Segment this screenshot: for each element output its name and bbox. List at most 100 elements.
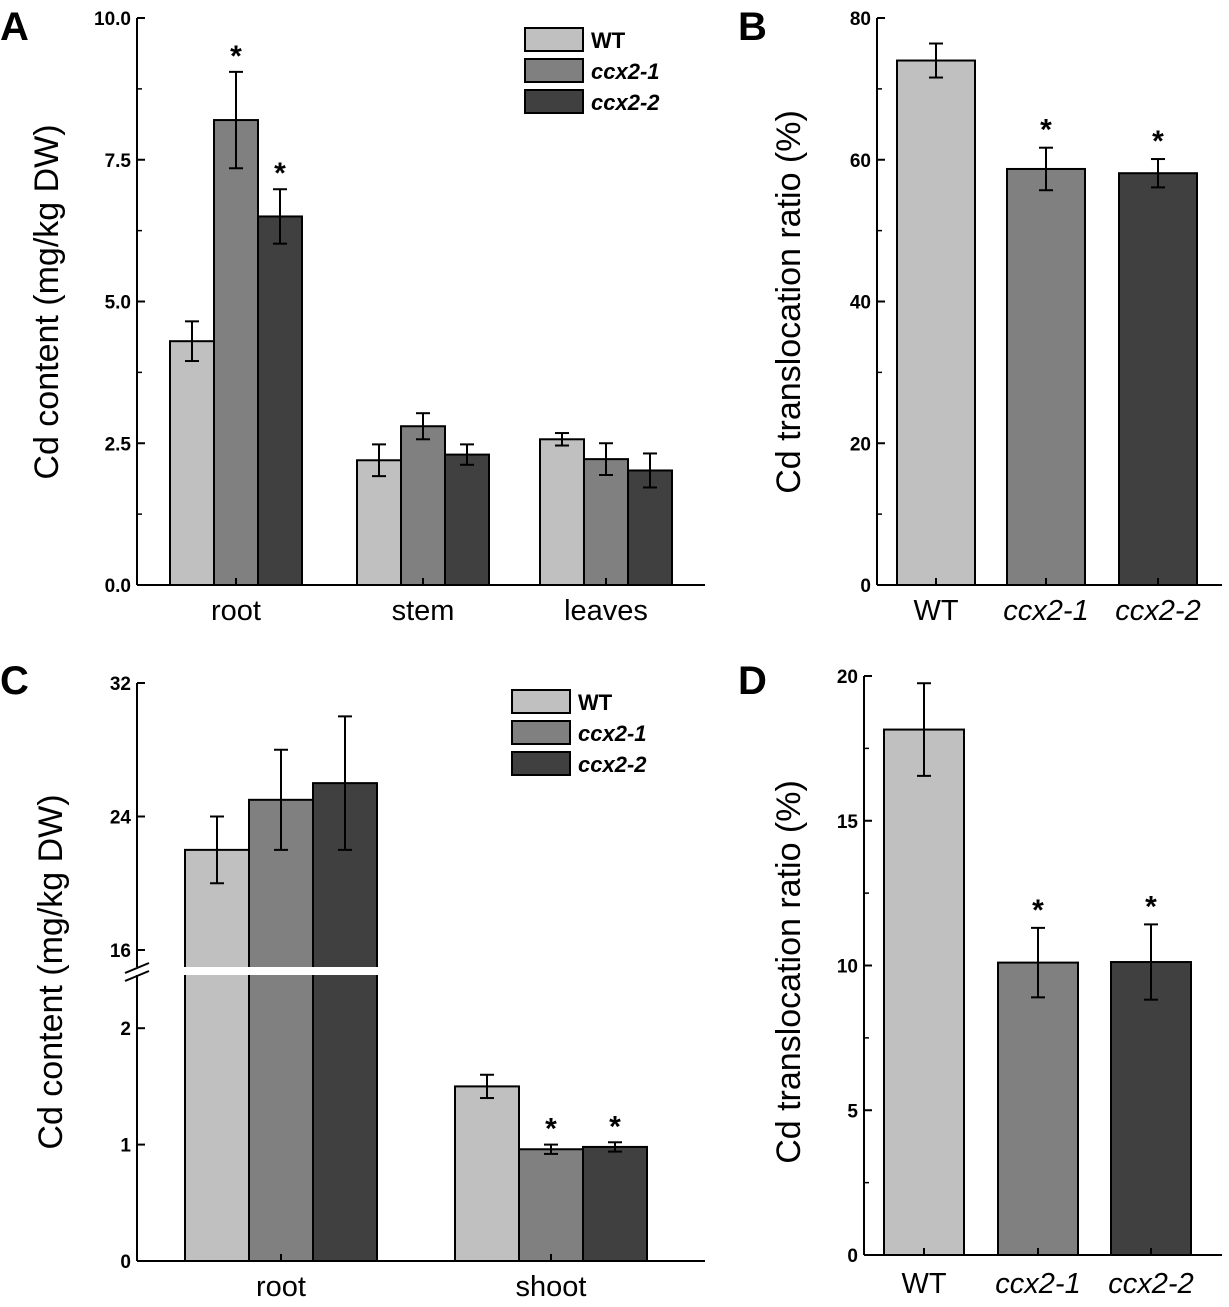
panel-b-sig-ccx2-1: * — [1040, 114, 1052, 147]
panel-d-sig-ccx2-2: * — [1145, 890, 1157, 923]
panel-c-upper-ytick-label-2: 32 — [110, 674, 131, 695]
panel-a-legend-label-1: ccx2-1 — [591, 59, 660, 84]
panel-d-bar-ccx2-1 — [997, 961, 1079, 1256]
panel-c-letter: C — [0, 659, 29, 703]
panel-d-error-ccx2-2 — [1144, 923, 1158, 1001]
panel-d: D Cd translocation ratio (%) * * 0 5 10 15 20 W… — [738, 659, 1222, 1300]
panel-a-error-ccx2-1-leaves — [599, 442, 613, 477]
panel-a-bar-WT-leaves — [539, 438, 585, 586]
panel-a-error-ccx2-2-stem — [460, 443, 474, 466]
panel-b-ylabel: Cd translocation ratio (%) — [770, 110, 808, 494]
panel-a-error-ccx2-2-root — [273, 188, 287, 245]
panel-d-plot: * * 0 5 10 15 20 WT ccx2-1 ccx2-2 — [837, 667, 1222, 1300]
panel-d-category-WT: WT — [901, 1268, 946, 1300]
panel-c-legend-swatch-1 — [511, 720, 571, 745]
panel-d-ylabel: Cd translocation ratio (%) — [770, 780, 808, 1164]
panel-c-legend-swatch-0 — [511, 689, 571, 714]
panel-b-ytick-label-4: 80 — [850, 9, 871, 30]
panel-d-bar-ccx2-2 — [1110, 961, 1192, 1256]
panel-b-error-ccx2-2 — [1151, 158, 1165, 189]
panel-c-lower-ytick-label-2: 2 — [120, 1019, 131, 1040]
panel-c-legend-label-0: WT — [578, 690, 613, 715]
panel-c-bar-ccx2-1-root — [248, 798, 314, 1262]
panel-c-bar-WT-shoot — [454, 1085, 520, 1263]
panel-c-error-ccx2-2-root — [338, 715, 352, 851]
panel-b-error-ccx2-1 — [1039, 146, 1053, 192]
panel-c-sig-ccx2-2-shoot: * — [609, 1110, 621, 1143]
panel-c-category-root: root — [256, 1271, 306, 1303]
panel-a-ytick-label-2: 5.0 — [105, 293, 131, 314]
panel-d-category-ccx2-1: ccx2-1 — [995, 1268, 1080, 1300]
panel-c-plot: * * 0 1 2 16 24 32 root shoot WT ccx2-1 ccx2-2 — [110, 674, 705, 1303]
panel-c-bar-ccx2-2-shoot — [582, 1145, 648, 1262]
panel-c-error-WT-shoot — [480, 1073, 494, 1100]
panel-a-bar-ccx2-2-root — [257, 215, 303, 586]
panel-d-ytick-label-0: 0 — [847, 1246, 858, 1267]
panel-a-ytick-label-4: 10.0 — [94, 9, 131, 30]
panel-c-error-ccx2-2-shoot — [608, 1141, 622, 1153]
panel-c-lower-ytick-label-1: 1 — [120, 1136, 131, 1157]
panel-b-category-ccx2-2: ccx2-2 — [1115, 595, 1200, 627]
panel-a-error-WT-stem — [372, 443, 386, 478]
panel-c-bar-ccx2-2-root — [312, 782, 378, 1262]
panel-a-ytick-label-3: 7.5 — [105, 151, 132, 172]
panel-a-ytick-label-0: 0.0 — [105, 576, 131, 597]
panel-d-error-ccx2-1 — [1031, 926, 1045, 999]
panel-b-bar-WT — [896, 59, 976, 586]
panel-b: B Cd translocation ratio (%) * * 0 20 40 60 80… — [738, 5, 1222, 627]
panel-c-error-ccx2-1-root — [274, 748, 288, 851]
panel-b-ytick-label-1: 20 — [850, 434, 871, 455]
panel-c-break-mark-2 — [124, 970, 150, 982]
panel-c-bar-WT-root — [184, 848, 250, 1262]
panel-c: C Cd content (mg/kg DW) * * 0 1 2 16 24 32 root s… — [0, 659, 705, 1303]
panel-a-sig-ccx2-2-root: * — [274, 157, 286, 190]
panel-d-bar-WT — [883, 728, 965, 1256]
panel-c-lower-ytick-label-0: 0 — [120, 1252, 131, 1273]
panel-b-ytick-label-3: 60 — [850, 151, 871, 172]
panel-c-legend-swatch-2 — [511, 751, 571, 776]
panel-d-ytick-label-3: 15 — [837, 812, 859, 833]
panel-b-category-WT: WT — [913, 595, 958, 627]
panel-b-bar-ccx2-2 — [1118, 172, 1198, 586]
panel-b-category-ccx2-1: ccx2-1 — [1003, 595, 1088, 627]
panel-a-legend-label-0: WT — [591, 28, 626, 53]
panel-a-error-ccx2-1-stem — [416, 412, 430, 441]
panel-a-letter: A — [0, 5, 29, 49]
panel-a-legend-label-2: ccx2-2 — [591, 90, 660, 115]
panel-a-ylabel: Cd content (mg/kg DW) — [28, 124, 66, 479]
panel-a-sig-ccx2-1-root: * — [230, 40, 242, 73]
panel-a-error-WT-root — [185, 320, 199, 363]
panel-c-legend-label-2: ccx2-2 — [578, 752, 647, 777]
panel-a-legend-swatch-2 — [524, 89, 584, 114]
panel-c-error-WT-root — [210, 815, 224, 885]
panel-d-error-WT — [917, 682, 931, 777]
panel-d-category-ccx2-2: ccx2-2 — [1108, 1268, 1193, 1300]
panel-b-ytick-label-0: 0 — [860, 576, 871, 597]
panel-b-error-WT — [929, 42, 943, 79]
panel-a-plot: * * 0.0 2.5 5.0 7.5 10.0 root stem leaves WT ccx2-1… — [94, 9, 705, 627]
panel-a-bar-ccx2-2-leaves — [627, 469, 673, 586]
panel-a-bar-WT-root — [169, 340, 215, 586]
panel-a-bar-ccx2-2-stem — [444, 453, 490, 586]
panel-d-ytick-label-4: 20 — [837, 667, 858, 688]
panel-c-break-mark-1 — [124, 962, 150, 974]
panel-a-ytick-label-1: 2.5 — [105, 434, 132, 455]
panel-d-letter: D — [738, 659, 767, 703]
panel-c-category-shoot: shoot — [516, 1271, 587, 1303]
panel-c-upper-ytick-label-1: 24 — [110, 808, 132, 829]
panel-b-letter: B — [738, 5, 767, 49]
panel-c-upper-ytick-label-0: 16 — [110, 941, 131, 962]
panel-b-ytick-label-2: 40 — [850, 293, 871, 314]
panel-a-error-ccx2-2-leaves — [643, 452, 657, 489]
panel-d-ytick-label-2: 10 — [837, 957, 858, 978]
panel-a-error-ccx2-1-root — [229, 70, 243, 170]
panel-a-bar-ccx2-1-root — [213, 119, 259, 586]
panel-a: A Cd content (mg/kg DW) * * 0.0 2.5 5.0 7.5 10… — [0, 5, 705, 627]
panel-a-bar-WT-stem — [356, 459, 402, 587]
panel-d-sig-ccx2-1: * — [1032, 894, 1044, 927]
panel-a-category-stem: stem — [392, 595, 455, 627]
panel-c-break-band — [125, 967, 383, 975]
panel-b-plot: * * 0 20 40 60 80 WT ccx2-1 ccx2-2 — [850, 9, 1222, 627]
panel-c-error-ccx2-1-shoot — [544, 1143, 558, 1155]
panel-c-axis-gap — [134, 967, 140, 975]
